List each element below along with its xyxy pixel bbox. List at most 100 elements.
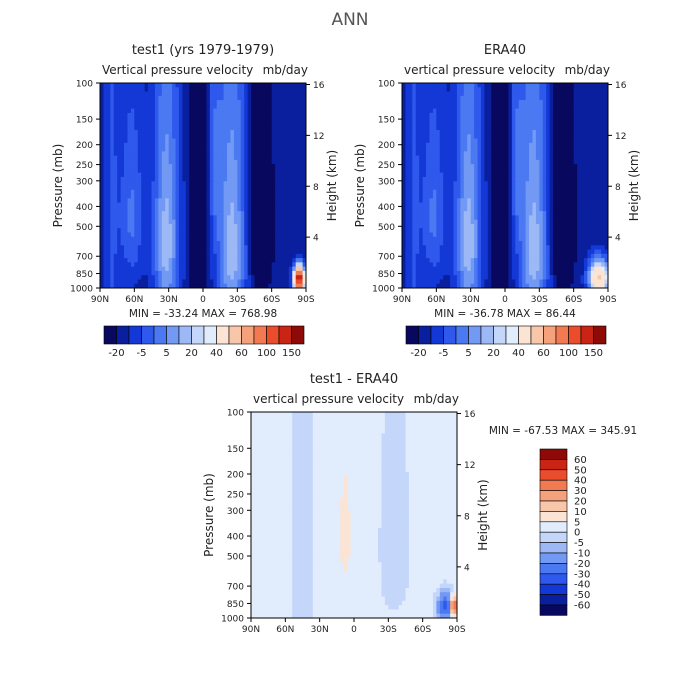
colorbar-swatch	[278, 325, 292, 345]
colorbar-swatch	[580, 325, 594, 345]
panel-1-axes: ERA40 vertical pressure velocity mb/day 100…	[353, 43, 641, 305]
y2-tick-label: 16	[464, 410, 476, 420]
x-tick-label: 0	[200, 295, 206, 305]
colorbar-label: 20	[487, 348, 500, 359]
panel-subtitle-left: vertical pressure velocity	[404, 63, 555, 77]
colorbar-swatch	[539, 563, 568, 575]
colorbar-label: 50	[574, 465, 587, 476]
colorbar-label: 10	[574, 507, 587, 518]
x-tick-label: 30N	[462, 295, 480, 305]
x-tick-label: 30S	[531, 295, 548, 305]
panel-subtitle-left: Vertical pressure velocity	[102, 63, 253, 77]
x-tick-label: 30N	[311, 625, 329, 635]
colorbar-swatch	[228, 325, 242, 345]
y2-axis-label: Height (km)	[627, 150, 641, 221]
heatmap-cells-2	[251, 412, 458, 619]
x-tick-label: 30N	[160, 295, 178, 305]
x-tick-label: 90S	[599, 295, 616, 305]
y-tick-label: 1000	[372, 285, 395, 295]
colorbar-swatch	[539, 552, 568, 564]
y-tick-label: 500	[76, 223, 93, 233]
y2-tick-label: 12	[615, 132, 626, 142]
x-tick-label: 0	[502, 295, 508, 305]
y-tick-label: 100	[378, 80, 395, 90]
x-tick-label: 30S	[229, 295, 246, 305]
panel-subtitle-right: mb/day	[263, 63, 308, 77]
colorbar-swatch	[241, 325, 255, 345]
y2-tick-label: 12	[464, 461, 475, 471]
colorbar-label: 30	[574, 486, 587, 497]
colorbar-label: -20	[108, 348, 124, 359]
panel-2-axes: test1 - ERA40 vertical pressure velocity m…	[202, 372, 490, 635]
x-tick-label: 60N	[276, 625, 294, 635]
colorbar-swatch	[128, 325, 142, 345]
colorbar-label: 60	[574, 455, 587, 466]
y-tick-label: 700	[378, 253, 395, 263]
colorbar-swatch	[468, 325, 482, 345]
colorbar-swatch	[539, 448, 568, 460]
y-tick-label: 100	[227, 409, 244, 419]
x-tick-label: 90S	[448, 625, 465, 635]
colorbar-0: -20 -5 5 20 40 60 100 150	[103, 325, 305, 359]
y-tick-label: 850	[76, 270, 93, 280]
colorbar-label: -20	[410, 348, 426, 359]
y-tick-label: 700	[76, 253, 93, 263]
colorbar-label: 60	[235, 348, 248, 359]
colorbar-swatch	[505, 325, 519, 345]
colorbar-swatch	[291, 325, 305, 345]
y-tick-label: 300	[76, 177, 93, 187]
colorbar-label: -10	[574, 549, 590, 560]
colorbar-label: -5	[137, 348, 147, 359]
x-tick-label: 60S	[565, 295, 582, 305]
panel-title: ERA40	[484, 43, 526, 58]
y-tick-label: 400	[378, 203, 395, 213]
colorbar-swatch	[539, 604, 568, 616]
colorbar-swatch	[418, 325, 432, 345]
heatmap-cells-1	[402, 83, 609, 289]
y-tick-label: 500	[378, 223, 395, 233]
x-tick-label: 90N	[91, 295, 109, 305]
colorbar-swatch	[530, 325, 544, 345]
y-tick-label: 850	[378, 270, 395, 280]
y-tick-label: 1000	[70, 285, 93, 295]
colorbar-swatch	[539, 531, 568, 543]
colorbar-label: 150	[282, 348, 301, 359]
colorbar-swatch	[455, 325, 469, 345]
colorbar-label: -20	[574, 559, 590, 570]
colorbar-label: 60	[537, 348, 550, 359]
colorbar-swatch	[518, 325, 532, 345]
y-tick-label: 250	[76, 161, 93, 171]
colorbar-label: 0	[574, 528, 580, 539]
colorbar-label: 40	[574, 476, 587, 487]
colorbar-label: 20	[185, 348, 198, 359]
colorbar-swatch	[443, 325, 457, 345]
colorbar-swatch	[153, 325, 167, 345]
y2-tick-label: 8	[615, 183, 621, 193]
y-tick-label: 300	[378, 177, 395, 187]
y2-tick-label: 8	[313, 183, 319, 193]
colorbar-swatch	[405, 325, 419, 345]
colorbar-label: -5	[439, 348, 449, 359]
colorbar-label: -50	[574, 590, 590, 601]
y-axis-label: Pressure (mb)	[51, 144, 65, 228]
y-tick-label: 200	[378, 141, 395, 151]
y-tick-label: 250	[378, 161, 395, 171]
y-axis-label: Pressure (mb)	[353, 144, 367, 228]
y-axis-label: Pressure (mb)	[202, 473, 216, 557]
colorbar-label: -40	[574, 580, 590, 591]
colorbar-swatch	[253, 325, 267, 345]
colorbar-label: 20	[574, 497, 587, 508]
x-tick-label: 60S	[414, 625, 431, 635]
colorbar-swatch	[539, 583, 568, 595]
colorbar-swatch	[539, 479, 568, 491]
x-tick-label: 60N	[427, 295, 445, 305]
colorbar-swatch	[555, 325, 569, 345]
colorbar-swatch	[539, 594, 568, 606]
y-tick-label: 1000	[221, 615, 244, 625]
y-tick-label: 200	[227, 471, 244, 481]
colorbar-label: 100	[257, 348, 276, 359]
colorbar-swatch	[539, 459, 568, 471]
y-tick-label: 150	[227, 445, 244, 455]
y2-tick-label: 12	[313, 132, 324, 142]
colorbar-swatch	[191, 325, 205, 345]
